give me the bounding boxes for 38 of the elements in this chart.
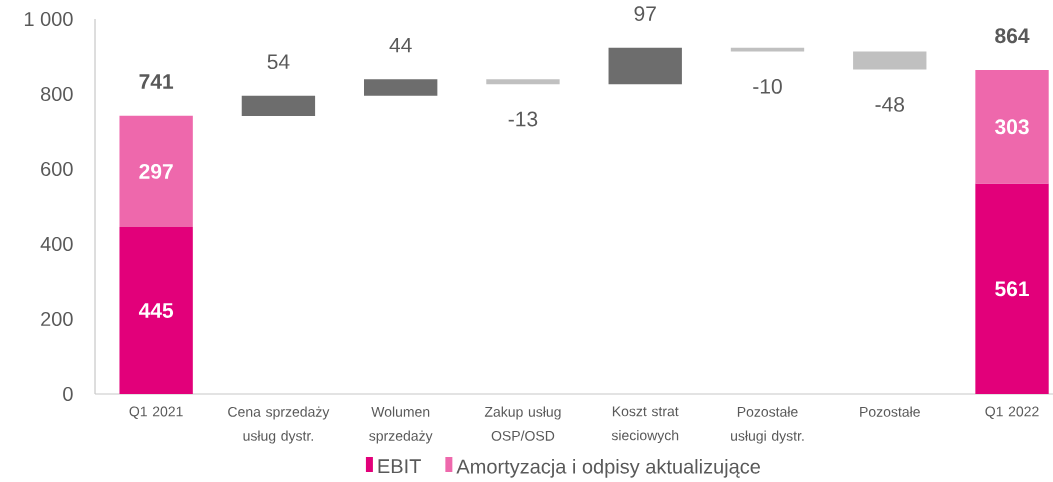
x-tick-label: Cena sprzedaży usług dystr. [228, 406, 330, 444]
data-label: 297 [139, 163, 173, 179]
y-tick-label: 600 [41, 161, 73, 177]
y-tick-label: 200 [41, 311, 73, 327]
data-label: 445 [138, 303, 174, 318]
bar [853, 51, 927, 70]
x-tick-label: Zakup usług OSP/OSD [484, 406, 561, 441]
bar [364, 79, 438, 96]
data-label: 44 [389, 37, 412, 53]
x-tick-label: Pozostałe [860, 406, 920, 417]
x-tick-label: Wolumen sprzedaży [369, 406, 433, 444]
data-label: 561 [995, 281, 1029, 297]
x-tick-label: Q1 2021 [129, 406, 183, 419]
data-label: -48 [875, 96, 905, 112]
data-label: -10 [753, 78, 782, 94]
y-tick-label: 400 [40, 236, 73, 252]
data-label: 303 [995, 119, 1029, 135]
legend-label: Amortyzacja i odpisy aktualizujące [456, 458, 760, 478]
x-tick-label: Pozostałe usługi dystr. [731, 406, 804, 444]
total-label: 741 [139, 74, 174, 89]
bar [975, 183, 1049, 394]
bar [486, 79, 560, 85]
data-label: -13 [508, 111, 538, 127]
data-label: 54 [267, 54, 290, 70]
bar [730, 47, 805, 52]
bar [119, 227, 193, 394]
bar [241, 95, 316, 117]
data-label: 97 [634, 6, 656, 22]
total-label: 864 [995, 28, 1030, 44]
x-tick-label: Koszt strat sieciowych [611, 406, 679, 444]
bar [119, 115, 193, 228]
y-tick-label: 1 000 [24, 11, 73, 27]
x-tick-label: Q1 2022 [985, 406, 1039, 419]
y-tick-label: 0 [63, 386, 73, 402]
bar [608, 47, 682, 85]
y-tick-label: 800 [40, 86, 73, 102]
bar [975, 69, 1049, 184]
legend-label: EBIT [378, 459, 421, 474]
